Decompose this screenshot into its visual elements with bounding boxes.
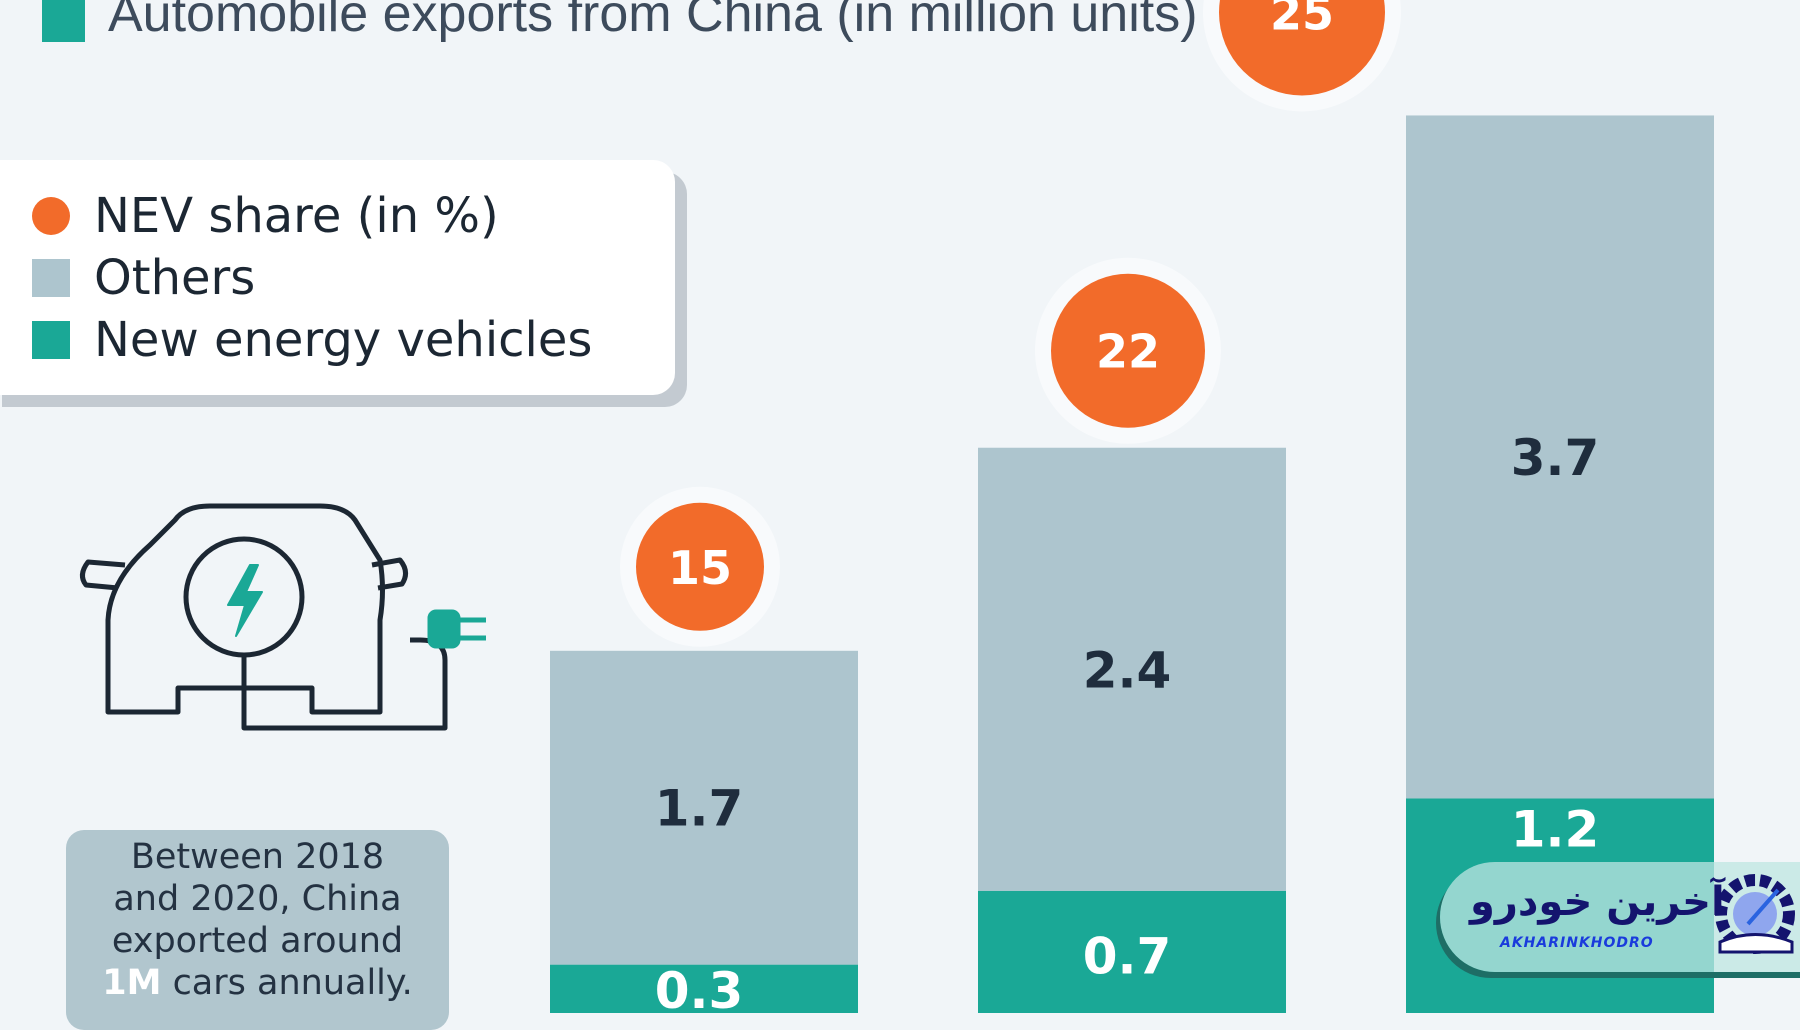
bar-segment-others bbox=[550, 650, 858, 965]
nev-share-marker bbox=[1051, 273, 1205, 428]
title-marker bbox=[42, 0, 85, 42]
nev-share-label: 25 bbox=[1270, 0, 1334, 40]
data-label: 2.4 bbox=[1083, 641, 1172, 699]
legend-item-others: Others bbox=[32, 250, 255, 306]
annotation-note: Between 2018 and 2020, China exported ar… bbox=[66, 830, 449, 1030]
chart-title: Automobile exports from China (in millio… bbox=[108, 0, 1198, 43]
nev-share-marker bbox=[636, 502, 764, 631]
watermark-logo: آخرین خودرو AKHARINKHODRO bbox=[1440, 862, 1800, 972]
legend-item-nev-share: NEV share (in %) bbox=[32, 188, 499, 244]
legend-label: New energy vehicles bbox=[94, 312, 593, 368]
electric-car-plug-icon bbox=[80, 503, 486, 731]
note-line: and 2020, China bbox=[113, 879, 402, 919]
bar-segment-nev bbox=[978, 890, 1286, 1013]
teal-square-icon bbox=[32, 321, 70, 359]
legend-label: Others bbox=[94, 250, 256, 306]
nev-share-label: 22 bbox=[1096, 325, 1160, 379]
data-label: 0.3 bbox=[655, 962, 744, 1013]
logo-text-fa: آخرین خودرو bbox=[1470, 879, 1725, 925]
logo-text-en: AKHARINKHODRO bbox=[1500, 935, 1654, 951]
nev-share-label: 15 bbox=[668, 541, 732, 595]
data-label: 1.2 bbox=[1511, 800, 1600, 858]
grey-square-icon bbox=[32, 259, 70, 297]
note-line: cars annually. bbox=[161, 963, 413, 1003]
note-line: Between 2018 bbox=[130, 837, 385, 877]
nev-share-marker bbox=[1219, 0, 1385, 96]
legend: NEV share (in %) Others New energy vehic… bbox=[0, 160, 675, 395]
data-label: 1.7 bbox=[655, 780, 744, 838]
orange-dot-icon bbox=[32, 197, 70, 235]
bar-segment-others bbox=[978, 447, 1286, 891]
legend-item-nev: New energy vehicles bbox=[32, 312, 592, 368]
note-highlight: 1M bbox=[102, 963, 162, 1003]
data-label: 3.7 bbox=[1511, 429, 1600, 487]
note-line: exported around bbox=[111, 921, 404, 961]
data-label: 0.7 bbox=[1083, 927, 1172, 985]
bar-segment-others bbox=[1406, 115, 1714, 799]
legend-label: NEV share (in %) bbox=[94, 188, 499, 244]
gear-gauge-icon bbox=[1715, 874, 1795, 954]
bar-segment-nev bbox=[550, 964, 858, 1013]
